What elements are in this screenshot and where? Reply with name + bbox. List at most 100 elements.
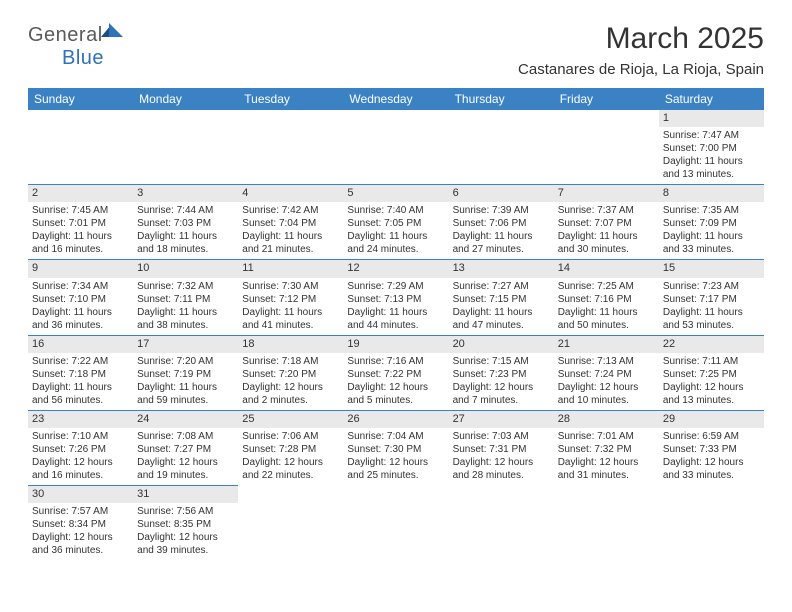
calendar-cell: 10Sunrise: 7:32 AMSunset: 7:11 PMDayligh… (133, 260, 238, 335)
day-details: Sunrise: 7:47 AMSunset: 7:00 PMDaylight:… (659, 127, 764, 184)
day-details: Sunrise: 7:29 AMSunset: 7:13 PMDaylight:… (343, 278, 448, 335)
weekday-header: Tuesday (238, 88, 343, 110)
day-details: Sunrise: 7:16 AMSunset: 7:22 PMDaylight:… (343, 353, 448, 410)
day-details: Sunrise: 7:20 AMSunset: 7:19 PMDaylight:… (133, 353, 238, 410)
calendar-cell: 25Sunrise: 7:06 AMSunset: 7:28 PMDayligh… (238, 410, 343, 485)
brand-text: General Blue (28, 22, 127, 70)
calendar-cell-empty (28, 110, 133, 185)
day-details: Sunrise: 7:10 AMSunset: 7:26 PMDaylight:… (28, 428, 133, 485)
day-details: Sunrise: 7:56 AMSunset: 8:35 PMDaylight:… (133, 503, 238, 560)
brand-triangle-icon (101, 23, 127, 41)
day-number: 11 (238, 260, 343, 277)
day-number: 24 (133, 411, 238, 428)
calendar-cell: 14Sunrise: 7:25 AMSunset: 7:16 PMDayligh… (554, 260, 659, 335)
calendar-cell: 1Sunrise: 7:47 AMSunset: 7:00 PMDaylight… (659, 110, 764, 185)
weekday-header: Thursday (449, 88, 554, 110)
day-details: Sunrise: 7:08 AMSunset: 7:27 PMDaylight:… (133, 428, 238, 485)
calendar-cell: 24Sunrise: 7:08 AMSunset: 7:27 PMDayligh… (133, 410, 238, 485)
weekday-header: Saturday (659, 88, 764, 110)
calendar-cell-empty (133, 110, 238, 185)
day-number: 14 (554, 260, 659, 277)
day-number: 3 (133, 185, 238, 202)
day-number: 29 (659, 411, 764, 428)
calendar-cell: 28Sunrise: 7:01 AMSunset: 7:32 PMDayligh… (554, 410, 659, 485)
day-details: Sunrise: 7:32 AMSunset: 7:11 PMDaylight:… (133, 278, 238, 335)
calendar-cell-empty (238, 485, 343, 560)
day-details: Sunrise: 7:30 AMSunset: 7:12 PMDaylight:… (238, 278, 343, 335)
calendar-cell: 4Sunrise: 7:42 AMSunset: 7:04 PMDaylight… (238, 185, 343, 260)
day-details: Sunrise: 7:18 AMSunset: 7:20 PMDaylight:… (238, 353, 343, 410)
calendar-row: 9Sunrise: 7:34 AMSunset: 7:10 PMDaylight… (28, 260, 764, 335)
day-number: 22 (659, 336, 764, 353)
page-title: March 2025 (518, 22, 764, 55)
day-number: 28 (554, 411, 659, 428)
calendar-cell-empty (238, 110, 343, 185)
day-number: 21 (554, 336, 659, 353)
calendar-cell: 22Sunrise: 7:11 AMSunset: 7:25 PMDayligh… (659, 335, 764, 410)
day-details: Sunrise: 7:57 AMSunset: 8:34 PMDaylight:… (28, 503, 133, 560)
calendar-cell: 31Sunrise: 7:56 AMSunset: 8:35 PMDayligh… (133, 485, 238, 560)
day-details: Sunrise: 7:34 AMSunset: 7:10 PMDaylight:… (28, 278, 133, 335)
day-details: Sunrise: 7:06 AMSunset: 7:28 PMDaylight:… (238, 428, 343, 485)
calendar-cell: 27Sunrise: 7:03 AMSunset: 7:31 PMDayligh… (449, 410, 554, 485)
weekday-header: Monday (133, 88, 238, 110)
calendar-cell: 19Sunrise: 7:16 AMSunset: 7:22 PMDayligh… (343, 335, 448, 410)
day-details: Sunrise: 7:39 AMSunset: 7:06 PMDaylight:… (449, 202, 554, 259)
calendar-cell-empty (449, 110, 554, 185)
day-number: 1 (659, 110, 764, 127)
calendar-cell-empty (554, 110, 659, 185)
day-details: Sunrise: 7:15 AMSunset: 7:23 PMDaylight:… (449, 353, 554, 410)
calendar-cell-empty (659, 485, 764, 560)
day-number: 27 (449, 411, 554, 428)
calendar-row: 2Sunrise: 7:45 AMSunset: 7:01 PMDaylight… (28, 185, 764, 260)
day-details: Sunrise: 7:22 AMSunset: 7:18 PMDaylight:… (28, 353, 133, 410)
calendar-cell: 3Sunrise: 7:44 AMSunset: 7:03 PMDaylight… (133, 185, 238, 260)
day-details: Sunrise: 7:37 AMSunset: 7:07 PMDaylight:… (554, 202, 659, 259)
calendar-cell: 13Sunrise: 7:27 AMSunset: 7:15 PMDayligh… (449, 260, 554, 335)
calendar-cell: 11Sunrise: 7:30 AMSunset: 7:12 PMDayligh… (238, 260, 343, 335)
calendar-cell: 12Sunrise: 7:29 AMSunset: 7:13 PMDayligh… (343, 260, 448, 335)
day-number: 12 (343, 260, 448, 277)
calendar-cell-empty (343, 110, 448, 185)
calendar-cell-empty (343, 485, 448, 560)
calendar-cell: 17Sunrise: 7:20 AMSunset: 7:19 PMDayligh… (133, 335, 238, 410)
calendar-cell: 18Sunrise: 7:18 AMSunset: 7:20 PMDayligh… (238, 335, 343, 410)
day-details: Sunrise: 7:01 AMSunset: 7:32 PMDaylight:… (554, 428, 659, 485)
day-details: Sunrise: 7:35 AMSunset: 7:09 PMDaylight:… (659, 202, 764, 259)
weekday-header: Wednesday (343, 88, 448, 110)
day-number: 15 (659, 260, 764, 277)
day-number: 10 (133, 260, 238, 277)
day-number: 16 (28, 336, 133, 353)
day-number: 31 (133, 486, 238, 503)
day-details: Sunrise: 6:59 AMSunset: 7:33 PMDaylight:… (659, 428, 764, 485)
day-number: 20 (449, 336, 554, 353)
day-number: 6 (449, 185, 554, 202)
calendar-cell: 6Sunrise: 7:39 AMSunset: 7:06 PMDaylight… (449, 185, 554, 260)
day-number: 2 (28, 185, 133, 202)
day-number: 8 (659, 185, 764, 202)
day-number: 9 (28, 260, 133, 277)
calendar-cell: 23Sunrise: 7:10 AMSunset: 7:26 PMDayligh… (28, 410, 133, 485)
day-number: 25 (238, 411, 343, 428)
calendar-cell: 26Sunrise: 7:04 AMSunset: 7:30 PMDayligh… (343, 410, 448, 485)
day-number: 19 (343, 336, 448, 353)
calendar-cell: 2Sunrise: 7:45 AMSunset: 7:01 PMDaylight… (28, 185, 133, 260)
day-number: 30 (28, 486, 133, 503)
calendar-row: 1Sunrise: 7:47 AMSunset: 7:00 PMDaylight… (28, 110, 764, 185)
brand-blue: Blue (62, 47, 104, 69)
day-details: Sunrise: 7:44 AMSunset: 7:03 PMDaylight:… (133, 202, 238, 259)
day-number: 13 (449, 260, 554, 277)
calendar-cell: 8Sunrise: 7:35 AMSunset: 7:09 PMDaylight… (659, 185, 764, 260)
day-details: Sunrise: 7:40 AMSunset: 7:05 PMDaylight:… (343, 202, 448, 259)
location-subtitle: Castanares de Rioja, La Rioja, Spain (518, 61, 764, 78)
day-details: Sunrise: 7:27 AMSunset: 7:15 PMDaylight:… (449, 278, 554, 335)
day-number: 23 (28, 411, 133, 428)
day-number: 17 (133, 336, 238, 353)
day-number: 26 (343, 411, 448, 428)
day-details: Sunrise: 7:13 AMSunset: 7:24 PMDaylight:… (554, 353, 659, 410)
calendar-cell: 20Sunrise: 7:15 AMSunset: 7:23 PMDayligh… (449, 335, 554, 410)
calendar-cell: 7Sunrise: 7:37 AMSunset: 7:07 PMDaylight… (554, 185, 659, 260)
calendar-table: Sunday Monday Tuesday Wednesday Thursday… (28, 88, 764, 560)
weekday-header-row: Sunday Monday Tuesday Wednesday Thursday… (28, 88, 764, 110)
day-details: Sunrise: 7:25 AMSunset: 7:16 PMDaylight:… (554, 278, 659, 335)
